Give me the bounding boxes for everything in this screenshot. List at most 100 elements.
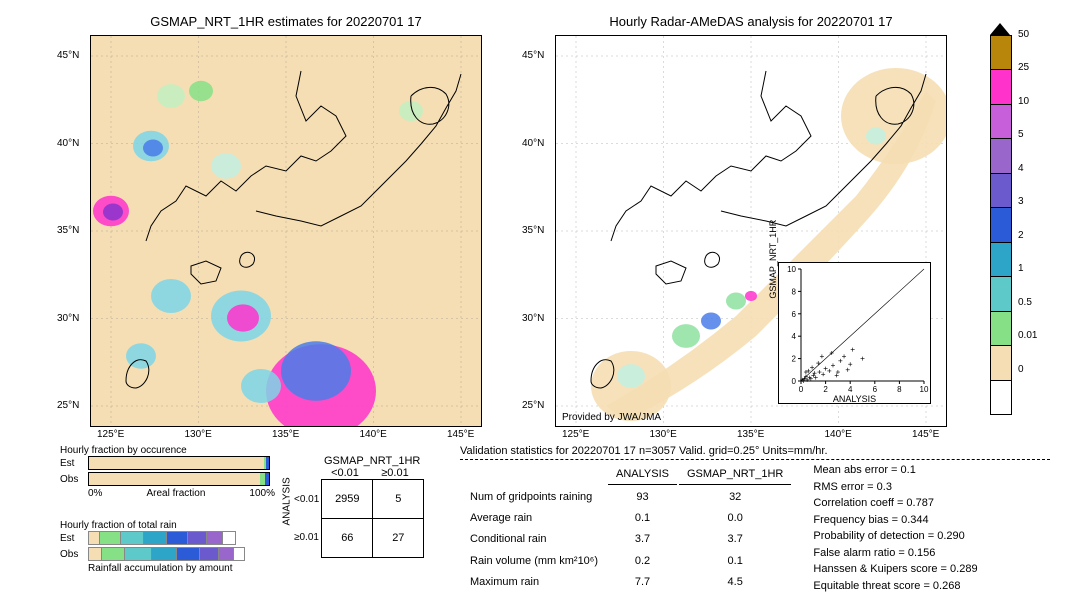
col-label: ≥0.01	[370, 467, 420, 479]
x-tick: 140°E	[825, 429, 852, 440]
cell: 7.7	[608, 573, 677, 593]
bar-segment	[101, 547, 125, 561]
bar-segment	[120, 531, 144, 545]
col-header: GSMAP_NRT_1HR	[320, 455, 424, 467]
y-tick: 30°N	[57, 313, 79, 324]
chart-title: Hourly fraction of total rain	[60, 520, 275, 531]
cell: 93	[608, 487, 677, 506]
y-tick: 45°N	[522, 50, 544, 61]
y-tick: 35°N	[57, 225, 79, 236]
row-header: ANALYSIS	[282, 512, 293, 526]
map-panel: GSMAP_NRT_1HR estimates for 20220701 171…	[90, 35, 482, 427]
svg-text:2: 2	[823, 385, 828, 394]
cell: Maximum rain	[462, 573, 606, 593]
scatter-ylabel: GSMAP_NRT_1HR	[768, 220, 778, 299]
svg-text:6: 6	[873, 385, 878, 394]
bar-segment	[199, 547, 219, 561]
bar-segment	[233, 547, 245, 561]
colorbar-tick: 2	[1018, 230, 1024, 241]
cell: 2959	[322, 480, 373, 519]
score-line: Hanssen & Kuipers score = 0.289	[813, 561, 977, 578]
cell: 0.1	[679, 551, 791, 570]
colorbar-segment	[990, 70, 1012, 104]
cell: 0.0	[679, 508, 791, 527]
svg-text:2: 2	[792, 355, 797, 364]
svg-text:0: 0	[792, 377, 797, 386]
cell: Conditional rain	[462, 530, 606, 549]
y-tick: 35°N	[522, 225, 544, 236]
svg-text:8: 8	[792, 287, 797, 296]
svg-text:6: 6	[792, 310, 797, 319]
bar-fill	[266, 457, 269, 469]
stacked-bar	[88, 531, 235, 545]
cell: Rain volume (mm km²10⁶)	[462, 551, 606, 570]
bar-segment	[176, 547, 200, 561]
y-tick: 30°N	[522, 313, 544, 324]
y-tick: 40°N	[57, 138, 79, 149]
colorbar-overflow-icon	[990, 23, 1010, 35]
bar-segment	[166, 531, 188, 545]
score-line: Mean abs error = 0.1	[813, 462, 977, 479]
colorbar-segment	[990, 35, 1012, 70]
colorbar-segment	[990, 208, 1012, 242]
col-header: GSMAP_NRT_1HR	[679, 464, 791, 485]
bar-segment	[187, 531, 207, 545]
cell: 5	[373, 480, 424, 519]
scatter-xlabel: ANALYSIS	[779, 394, 930, 404]
cell: 3.7	[679, 530, 791, 549]
bar-label: Est	[60, 458, 88, 469]
svg-text:8: 8	[897, 385, 902, 394]
svg-text:4: 4	[848, 385, 853, 394]
score-line: False alarm ratio = 0.156	[813, 545, 977, 562]
x-tick: 130°E	[650, 429, 677, 440]
chart-title: Hourly fraction by occurence	[60, 445, 275, 456]
bar-label: Obs	[60, 549, 88, 560]
score-line: RMS error = 0.3	[813, 479, 977, 496]
map-title: GSMAP_NRT_1HR estimates for 20220701 17	[91, 14, 481, 29]
bar-segment	[143, 531, 167, 545]
x-tick: 135°E	[272, 429, 299, 440]
x-tick: 140°E	[360, 429, 387, 440]
hourly-occurrence: Hourly fraction by occurenceEstObs0%Area…	[60, 445, 275, 499]
colorbar-tick: 1	[1018, 263, 1024, 274]
x-tick: 125°E	[562, 429, 589, 440]
colorbar-tick: 0.5	[1018, 297, 1032, 308]
y-tick: 25°N	[522, 400, 544, 411]
score-line: Correlation coeff = 0.787	[813, 495, 977, 512]
row-label: ≥0.01	[294, 532, 319, 543]
scatter-inset: 00224466881010ANALYSISGSMAP_NRT_1HR	[778, 262, 931, 404]
col-header: ANALYSIS	[608, 464, 677, 485]
colorbar-segment	[990, 105, 1012, 139]
cell: 0.2	[608, 551, 677, 570]
colorbar-segment	[990, 346, 1012, 380]
colorbar-segment	[990, 312, 1012, 346]
colorbar: 502510543210.50.010	[990, 35, 1010, 403]
x-tick: 125°E	[97, 429, 124, 440]
x-tick: 145°E	[447, 429, 474, 440]
y-tick: 40°N	[522, 138, 544, 149]
bar-row: Obs	[60, 547, 275, 561]
colorbar-tick: 4	[1018, 163, 1024, 174]
axis-label: 100%	[249, 488, 275, 499]
y-tick: 25°N	[57, 400, 79, 411]
x-tick: 145°E	[912, 429, 939, 440]
row-label: <0.01	[294, 494, 319, 505]
cell: 3.7	[608, 530, 677, 549]
validation-stats: Validation statistics for 20220701 17 n=…	[460, 445, 1060, 594]
cell: Num of gridpoints raining	[462, 487, 606, 506]
x-tick: 135°E	[737, 429, 764, 440]
colorbar-segment	[990, 174, 1012, 208]
cell: Average rain	[462, 508, 606, 527]
svg-text:10: 10	[920, 385, 929, 394]
colorbar-tick: 0.01	[1018, 330, 1037, 341]
bar-segment	[218, 547, 234, 561]
colorbar-tick: 50	[1018, 29, 1029, 40]
contingency-grid: 295956627	[321, 479, 424, 558]
bar	[88, 472, 270, 486]
bar-segment	[151, 547, 177, 561]
bar-segment	[206, 531, 223, 545]
bar-segment	[222, 531, 236, 545]
colorbar-tick: 10	[1018, 96, 1029, 107]
svg-text:10: 10	[787, 265, 796, 274]
score-line: Frequency bias = 0.344	[813, 512, 977, 529]
